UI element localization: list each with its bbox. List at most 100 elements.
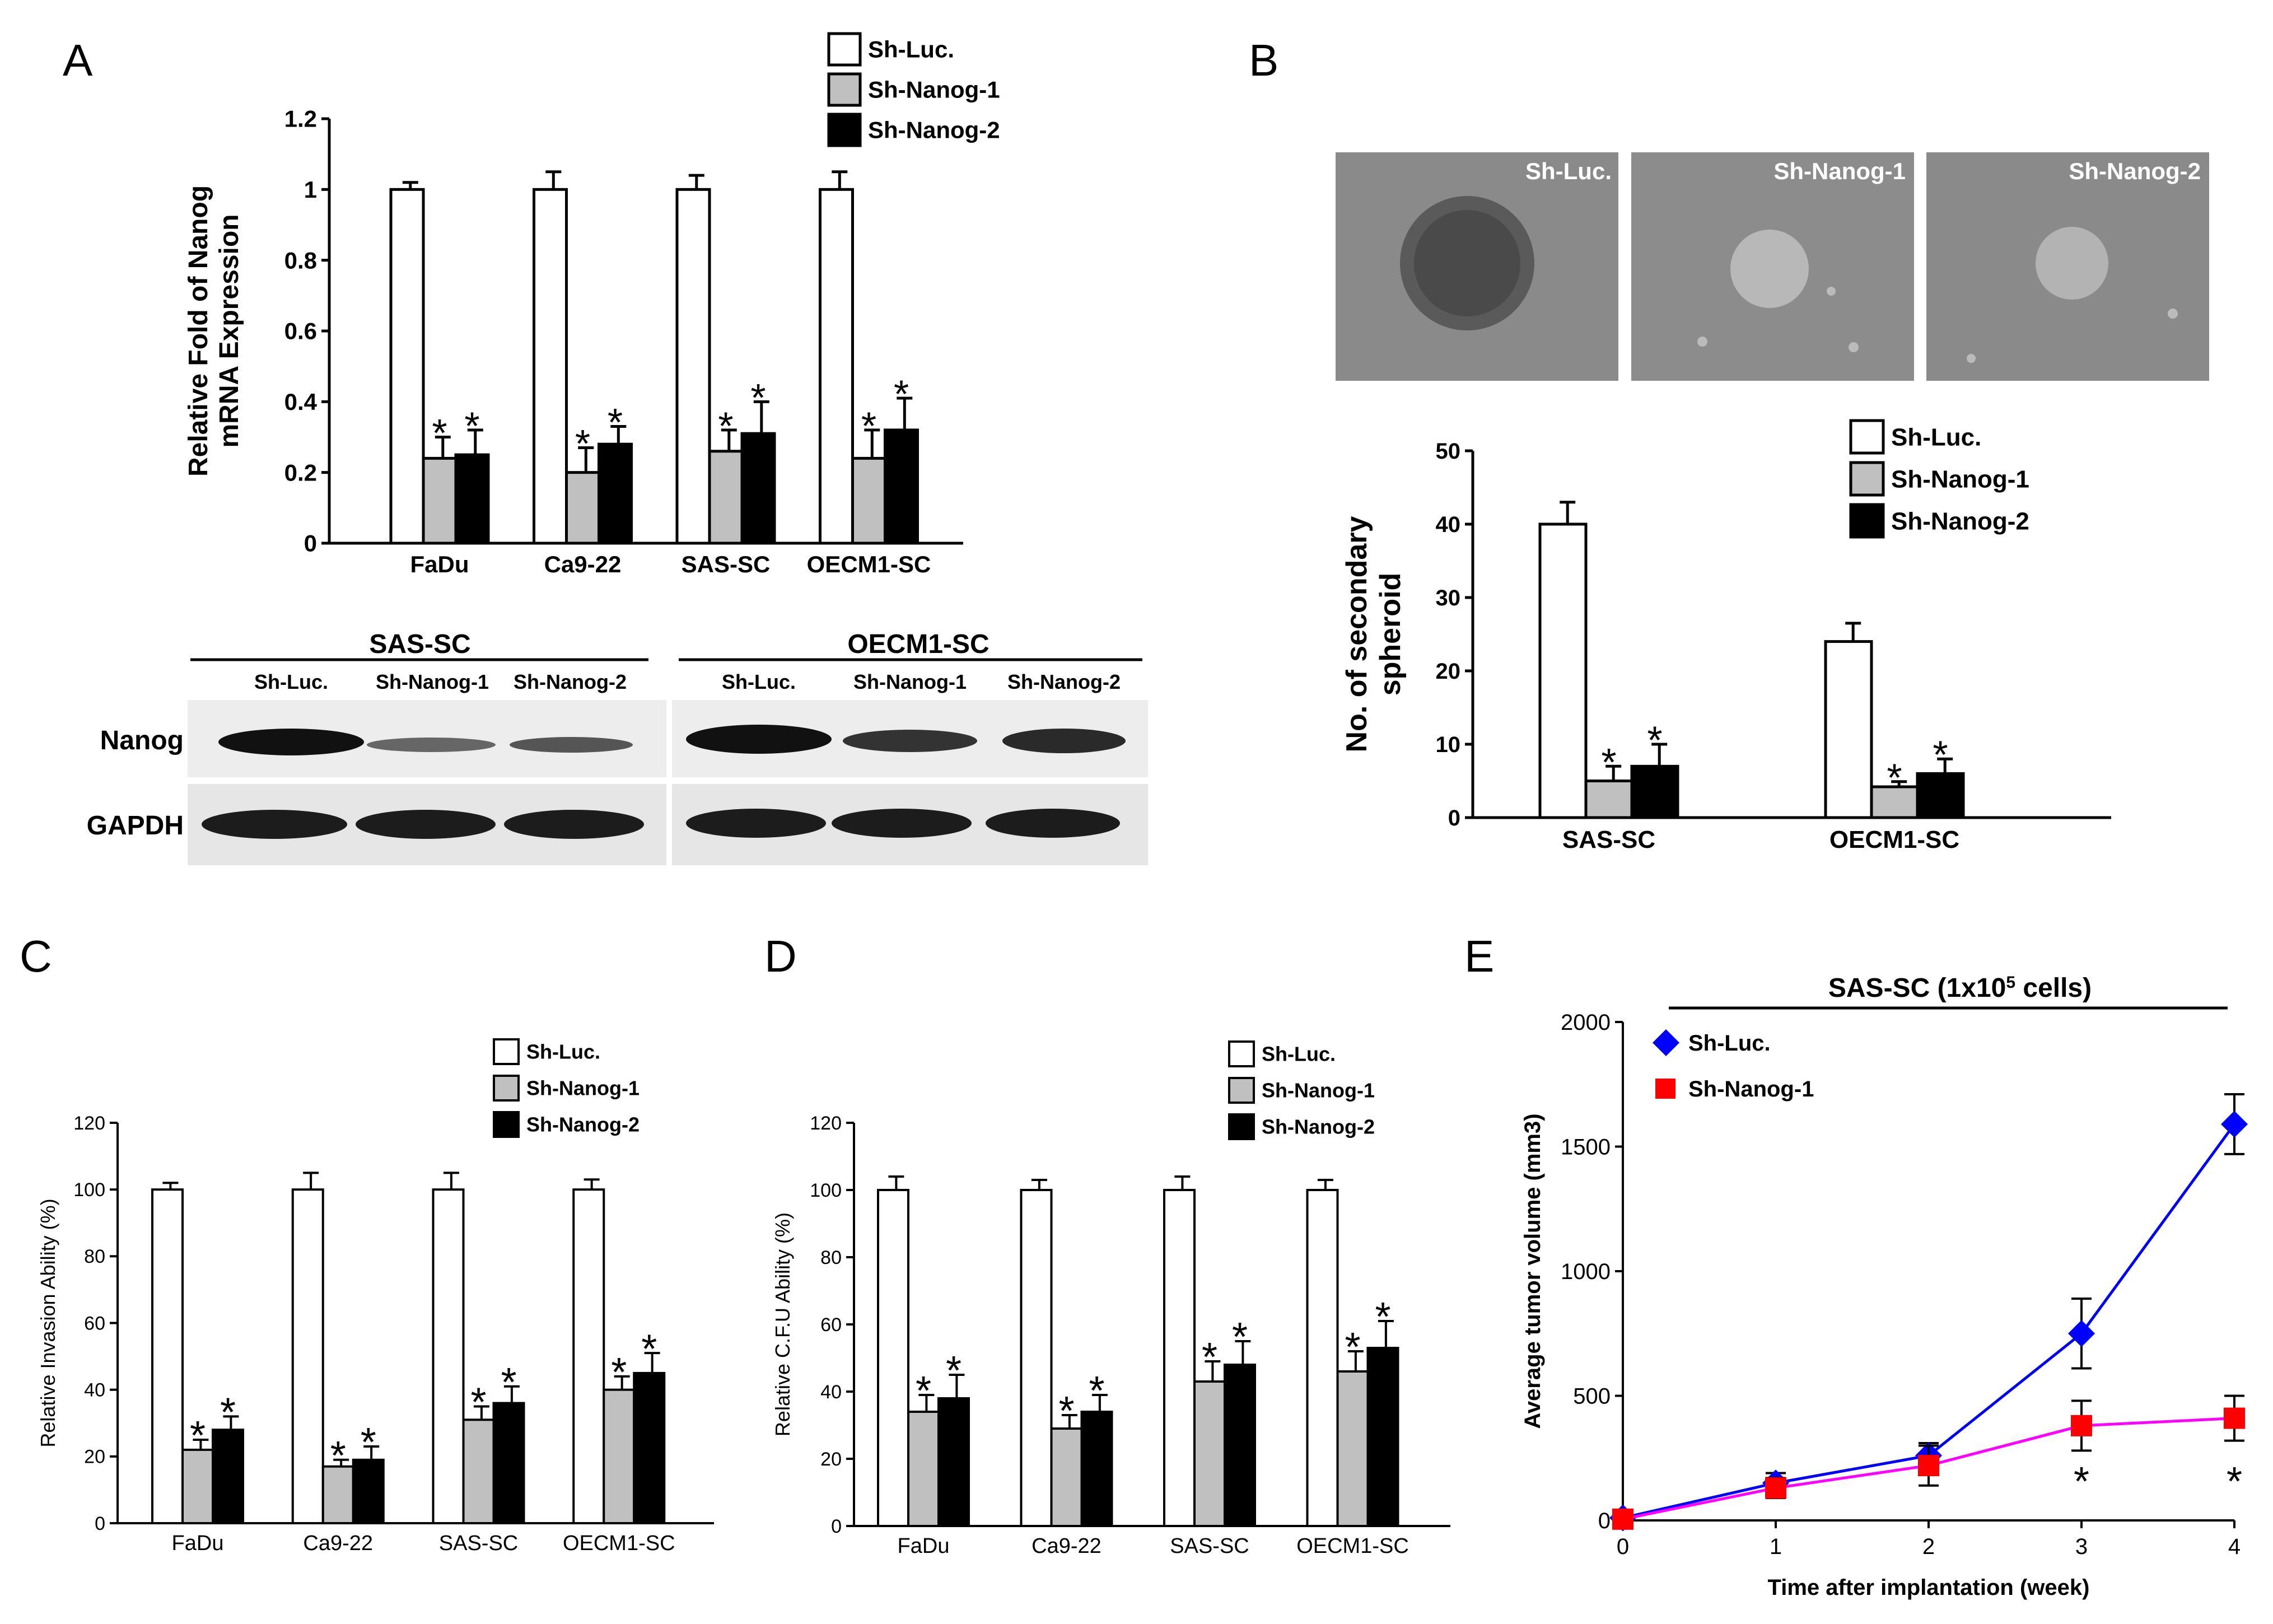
band [1002, 729, 1126, 753]
y-tick-label: 1.2 [284, 106, 317, 132]
significance-star: * [916, 1369, 931, 1413]
significance-star: * [1647, 718, 1662, 762]
bar [1050, 1427, 1083, 1527]
y-tick-label: 0 [95, 1513, 105, 1534]
legend-label: Sh-Luc. [1688, 1031, 1771, 1056]
legend-swatch [827, 72, 862, 107]
bar [598, 442, 633, 545]
significance-star: * [1933, 733, 1948, 777]
y-tick-label: 80 [820, 1247, 842, 1268]
bar [212, 1429, 244, 1525]
band [202, 810, 347, 839]
significance-star: * [1202, 1335, 1217, 1380]
y-tick-label: 1000 [1561, 1259, 1611, 1284]
y-tick-label: 0.8 [284, 247, 317, 273]
y-tick-label: 0 [1598, 1509, 1611, 1533]
legend-label: Sh-Luc. [868, 36, 954, 63]
x-tick-label: Ca9-22 [303, 1532, 373, 1555]
x-tick-label: Ca9-22 [1032, 1534, 1102, 1558]
x-tick-label: FaDu [898, 1534, 950, 1558]
y-tick-label: 1500 [1561, 1135, 1611, 1160]
bar [633, 1371, 666, 1524]
significance-star: * [608, 400, 623, 444]
significance-star: * [575, 422, 590, 465]
significance-star: * [1375, 1295, 1390, 1340]
data-point [1612, 1508, 1633, 1530]
band [686, 809, 826, 838]
bar [1870, 785, 1919, 819]
y-tick-label: 0.2 [284, 459, 317, 486]
legend-label: Sh-Nanog-1 [1891, 465, 2029, 493]
bar [432, 1188, 465, 1525]
x-axis-label: Time after implantation (week) [1768, 1575, 2090, 1600]
chart-e: 0 500 1000 1500 2000 0 1 2 3 4 Time after implanta… [1520, 973, 2248, 1600]
y-tick-label: 0.4 [284, 389, 318, 415]
x-tick-label: SAS-SC [1170, 1534, 1249, 1558]
legend-label: Sh-Luc. [526, 1040, 600, 1063]
legend-swatch [1849, 461, 1885, 497]
y-tick-label: 60 [84, 1313, 105, 1334]
y-tick-label: 40 [84, 1380, 105, 1401]
legend-label: Sh-Luc. [1891, 423, 1981, 451]
data-point [2071, 1415, 2092, 1436]
bar [907, 1411, 940, 1527]
legend-swatch [1228, 1077, 1255, 1104]
bar [1336, 1370, 1369, 1527]
legend-label: Sh-Nanog-1 [526, 1077, 640, 1100]
significance-star: * [1058, 1389, 1074, 1434]
significance-star: * [470, 1380, 486, 1425]
x-tick-label: 4 [2228, 1534, 2241, 1559]
bar [1306, 1189, 1339, 1527]
legend-label: Sh-Nanog-2 [1262, 1116, 1375, 1138]
y-tick-label: 20 [820, 1449, 842, 1470]
significance-star: * [361, 1420, 376, 1465]
x-tick-label: SAS-SC [1562, 826, 1655, 853]
legend-label: Sh-Nanog-1 [868, 77, 1000, 103]
y-axis-label: Average tumor volume (mm3) [1520, 1113, 1545, 1429]
lane-label: Sh-Nanog-1 [376, 670, 489, 693]
y-axis-label: No. of secondary [1341, 516, 1373, 752]
x-tick-label: 3 [2075, 1534, 2088, 1559]
legend-swatch [1849, 503, 1885, 539]
bar [151, 1188, 184, 1525]
significance-star: * [641, 1327, 657, 1371]
significance-star: * [718, 404, 733, 447]
significance-star: * [894, 372, 909, 416]
lane-label: Sh-Luc. [254, 670, 328, 693]
bar [1916, 772, 1965, 819]
panel-letter-e: E [1464, 931, 1494, 981]
y-tick-label: 50 [1436, 439, 1461, 464]
significance-star: * [220, 1390, 236, 1435]
legend-swatch [827, 113, 862, 147]
lane-label: Sh-Nanog-2 [1007, 670, 1121, 693]
bar [422, 456, 458, 545]
bar [1224, 1364, 1256, 1527]
y-tick-label: 100 [73, 1179, 105, 1201]
bar [1584, 780, 1633, 819]
lane-label: Sh-Nanog-1 [853, 670, 967, 693]
y-axis-label: Relative C.F.U Ability (%) [771, 1212, 794, 1436]
significance-star: * [1601, 740, 1616, 784]
significance-star: * [750, 376, 766, 419]
data-point [2224, 1407, 2245, 1429]
significance-star: * [501, 1360, 516, 1405]
x-tick-label: FaDu [172, 1532, 224, 1555]
bar [675, 188, 711, 545]
bar [1366, 1347, 1399, 1527]
chart-title: SAS-SC (1x105 cells) [1828, 973, 2092, 1004]
x-tick-label: FaDu [410, 551, 469, 577]
panel-letter-d: D [764, 931, 797, 981]
significance-star: * [432, 411, 447, 455]
significance-star: * [861, 404, 876, 447]
photo-label: Sh-Nanog-2 [2069, 158, 2201, 184]
significance-star: * [611, 1350, 627, 1395]
x-tick-label: OECM1-SC [1829, 826, 1959, 853]
y-tick-label: 0 [831, 1516, 842, 1537]
spheroid [2036, 227, 2108, 300]
y-tick-label: 40 [820, 1382, 842, 1403]
panel-letter-a: A [63, 35, 93, 85]
y-tick-label: 500 [1573, 1384, 1611, 1409]
band [686, 725, 832, 754]
bar [1080, 1411, 1113, 1527]
